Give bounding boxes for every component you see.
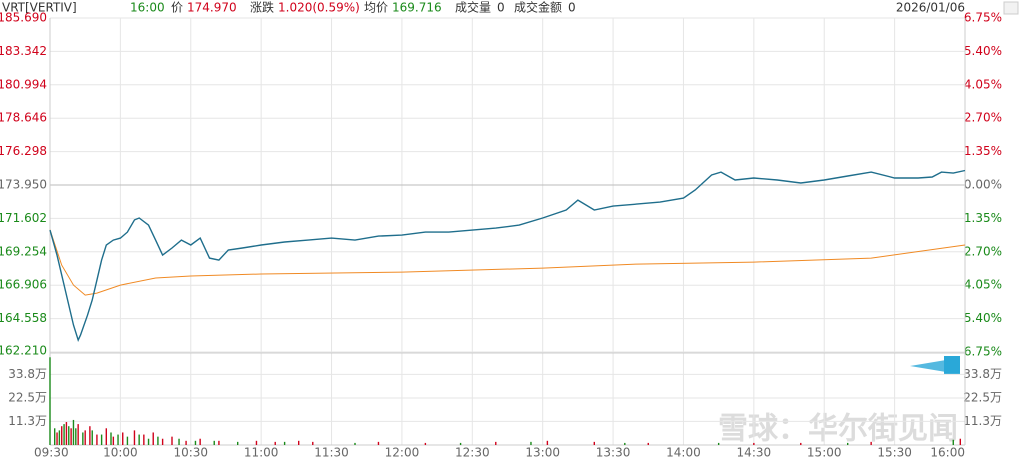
amount: 0	[568, 1, 576, 15]
volume: 0	[497, 1, 505, 15]
x-tick-label: 14:30	[737, 446, 772, 460]
price-label: 价	[171, 1, 183, 15]
price-line	[49, 169, 966, 343]
amount-label: 成交金额	[514, 0, 562, 15]
avg: 169.716	[392, 1, 442, 15]
change: 1.020(0.59%)	[278, 1, 360, 15]
y2-tick-label: 4.05%	[964, 278, 1002, 292]
y-tick-label: 180.994	[0, 77, 47, 91]
x-tick-label: 15:00	[807, 446, 842, 460]
volume-label: 成交量	[455, 0, 491, 15]
y-tick-label: 166.906	[0, 278, 47, 292]
x-tick-label: 11:30	[314, 446, 349, 460]
volume-tick-label: 11.3万	[963, 414, 1002, 428]
y-tick-label: 169.254	[0, 244, 47, 258]
x-tick-label: 10:00	[103, 446, 138, 460]
x-tick-label: 09:30	[34, 446, 69, 460]
y2-tick-label: 1.35%	[964, 144, 1002, 158]
watermark: 雪球：华尔街见闻	[718, 412, 958, 447]
y-tick-label: 171.602	[0, 211, 47, 225]
y2-tick-label: 2.70%	[964, 111, 1002, 125]
y-tick-label: 185.690	[0, 11, 47, 25]
marker	[944, 356, 960, 374]
volume-tick-label: 22.5万	[8, 391, 47, 405]
y-tick-label: 183.342	[0, 44, 47, 58]
y2-tick-label: 4.05%	[964, 77, 1002, 91]
avg-label: 均价	[364, 1, 388, 15]
volume-tick-label: 22.5万	[963, 391, 1002, 405]
icon	[1003, 1, 1019, 15]
x-tick-label: 13:30	[596, 446, 631, 460]
change-label: 涨跌	[250, 0, 274, 15]
y-tick-label: 162.210	[0, 344, 47, 358]
time: 16:00	[130, 1, 165, 15]
y2-tick-label: 0.00%	[964, 178, 1002, 192]
plot: 09:30 10:00 10:30 11:00 11:30 12:00 12:30 13:00…	[0, 11, 1002, 460]
y2-tick-label: 6.75%	[964, 11, 1002, 25]
y-tick-label: 173.950	[0, 178, 47, 192]
x-tick-label: 10:30	[173, 446, 208, 460]
y-tick-label: 164.558	[0, 311, 47, 325]
y2-tick-label: 5.40%	[964, 44, 1002, 58]
volume-tick-label: 33.8万	[963, 367, 1002, 381]
volume-tick-label: 33.8万	[8, 367, 47, 381]
x-tick-label: 12:00	[385, 446, 420, 460]
price-line	[49, 229, 966, 296]
y2-tick-label: 2.70%	[964, 244, 1002, 258]
x-tick-label: 12:30	[455, 446, 490, 460]
y-tick-label: 178.646	[0, 111, 47, 125]
header: VRT[VERTIV] 16:00 价 174.970 涨跌 1.020(0.5…	[2, 0, 965, 15]
x-tick-label: 15:30	[877, 446, 912, 460]
x-tick-label: 13:00	[525, 446, 560, 460]
price: 174.970	[187, 1, 237, 15]
x-tick-label: 14:00	[666, 446, 701, 460]
volume-tick-label: 11.3万	[8, 414, 47, 428]
x-tick-label: 16:00	[930, 446, 965, 460]
symbol: VRT[VERTIV]	[2, 1, 77, 15]
y2-tick-label: 5.40%	[964, 311, 1002, 325]
y-tick-label: 176.298	[0, 144, 47, 158]
y2-tick-label: 6.75%	[964, 345, 1002, 359]
x-tick-label: 11:00	[244, 446, 279, 460]
y2-tick-label: 1.35%	[964, 211, 1002, 225]
date: 2026/01/06	[896, 1, 965, 15]
